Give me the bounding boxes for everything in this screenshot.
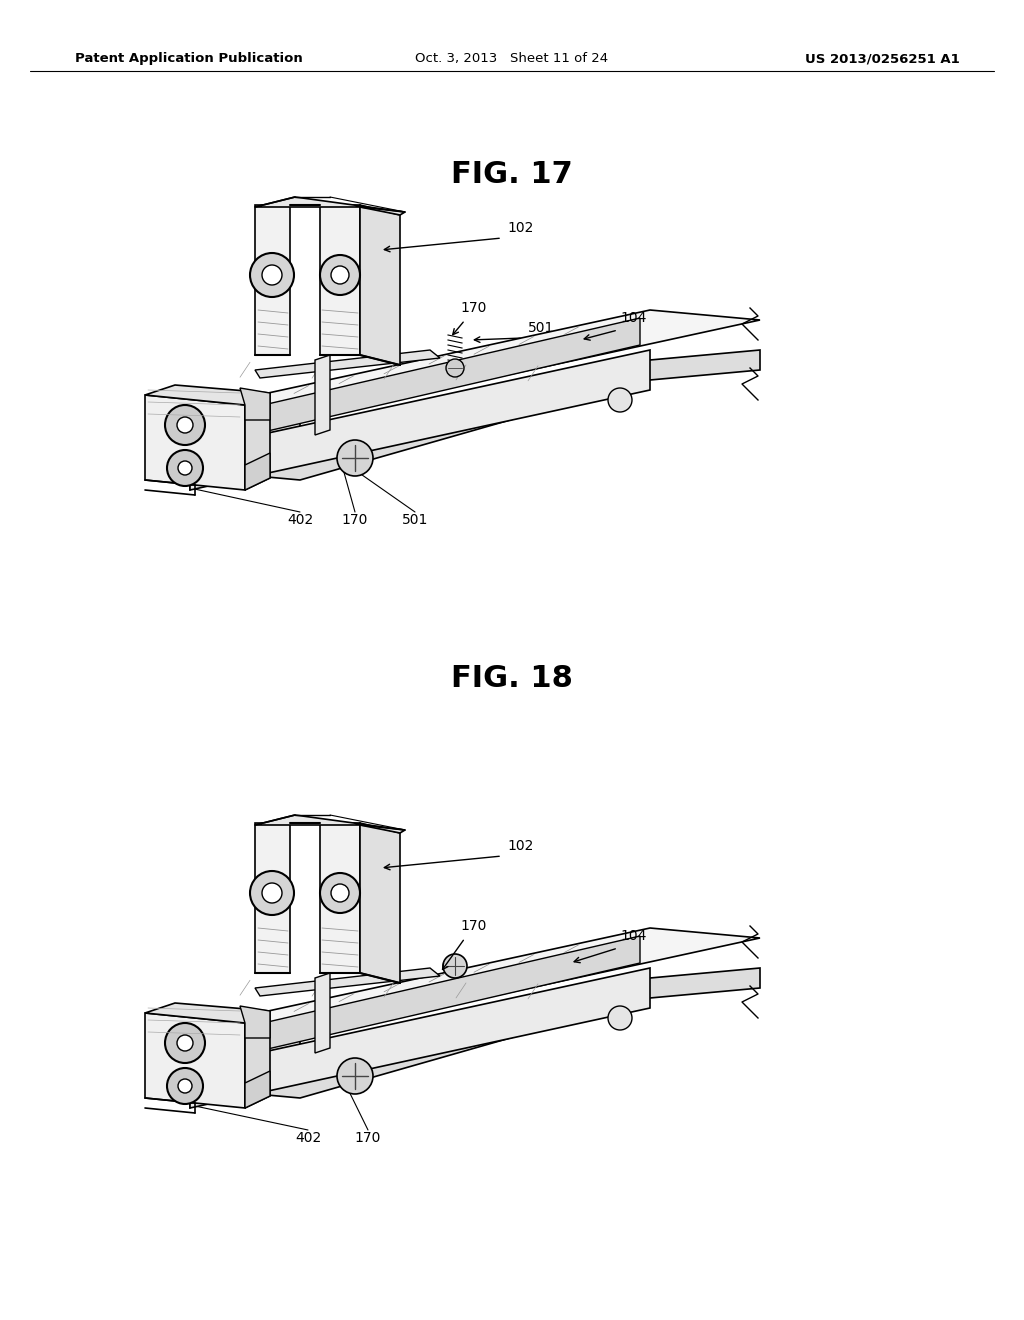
Polygon shape <box>145 1012 245 1107</box>
Polygon shape <box>190 310 760 420</box>
Circle shape <box>262 265 282 285</box>
Text: 402: 402 <box>287 513 313 527</box>
Polygon shape <box>245 393 270 490</box>
Circle shape <box>165 1023 205 1063</box>
Polygon shape <box>255 814 406 833</box>
Polygon shape <box>255 205 290 355</box>
Circle shape <box>608 388 632 412</box>
Circle shape <box>319 873 360 913</box>
Circle shape <box>337 1059 373 1094</box>
Text: 402: 402 <box>295 1131 322 1144</box>
Polygon shape <box>245 1071 270 1107</box>
Polygon shape <box>145 1003 270 1023</box>
Polygon shape <box>190 350 650 490</box>
Circle shape <box>319 255 360 294</box>
Text: 102: 102 <box>507 220 534 235</box>
Polygon shape <box>190 928 760 1038</box>
Polygon shape <box>319 822 360 973</box>
Text: 501: 501 <box>528 321 554 335</box>
Circle shape <box>177 1035 193 1051</box>
Text: Patent Application Publication: Patent Application Publication <box>75 53 303 65</box>
Polygon shape <box>255 350 440 378</box>
Polygon shape <box>190 411 300 459</box>
Circle shape <box>167 450 203 486</box>
Circle shape <box>446 359 464 378</box>
Polygon shape <box>245 1011 270 1107</box>
Polygon shape <box>319 205 360 355</box>
Polygon shape <box>240 388 270 420</box>
Text: FIG. 18: FIG. 18 <box>451 664 573 693</box>
Text: 170: 170 <box>354 1131 381 1144</box>
Circle shape <box>165 405 205 445</box>
Polygon shape <box>190 968 760 1098</box>
Polygon shape <box>145 395 245 490</box>
Circle shape <box>250 871 294 915</box>
Polygon shape <box>190 1028 300 1078</box>
Circle shape <box>337 440 373 477</box>
Polygon shape <box>190 968 650 1107</box>
Polygon shape <box>245 453 270 490</box>
Text: 170: 170 <box>342 513 369 527</box>
Text: 104: 104 <box>620 312 646 325</box>
Circle shape <box>443 954 467 978</box>
Polygon shape <box>240 1006 270 1038</box>
Circle shape <box>250 253 294 297</box>
Circle shape <box>178 461 193 475</box>
Polygon shape <box>315 355 330 436</box>
Text: 102: 102 <box>507 840 534 853</box>
Polygon shape <box>190 350 760 480</box>
Circle shape <box>608 1006 632 1030</box>
Text: US 2013/0256251 A1: US 2013/0256251 A1 <box>805 53 961 65</box>
Circle shape <box>262 883 282 903</box>
Circle shape <box>167 1068 203 1104</box>
Polygon shape <box>255 822 290 973</box>
Circle shape <box>331 884 349 902</box>
Text: Oct. 3, 2013   Sheet 11 of 24: Oct. 3, 2013 Sheet 11 of 24 <box>416 53 608 65</box>
Polygon shape <box>315 973 330 1053</box>
Polygon shape <box>360 822 400 983</box>
Circle shape <box>177 417 193 433</box>
Polygon shape <box>220 318 640 442</box>
Polygon shape <box>255 968 440 997</box>
Text: 501: 501 <box>401 513 428 527</box>
Polygon shape <box>360 205 400 366</box>
Polygon shape <box>220 936 640 1060</box>
Circle shape <box>331 267 349 284</box>
Text: FIG. 17: FIG. 17 <box>452 160 572 189</box>
Polygon shape <box>145 385 270 405</box>
Polygon shape <box>255 197 406 215</box>
Text: 170: 170 <box>460 919 486 933</box>
Text: 104: 104 <box>620 929 646 942</box>
Text: 170: 170 <box>460 301 486 315</box>
Circle shape <box>178 1078 193 1093</box>
